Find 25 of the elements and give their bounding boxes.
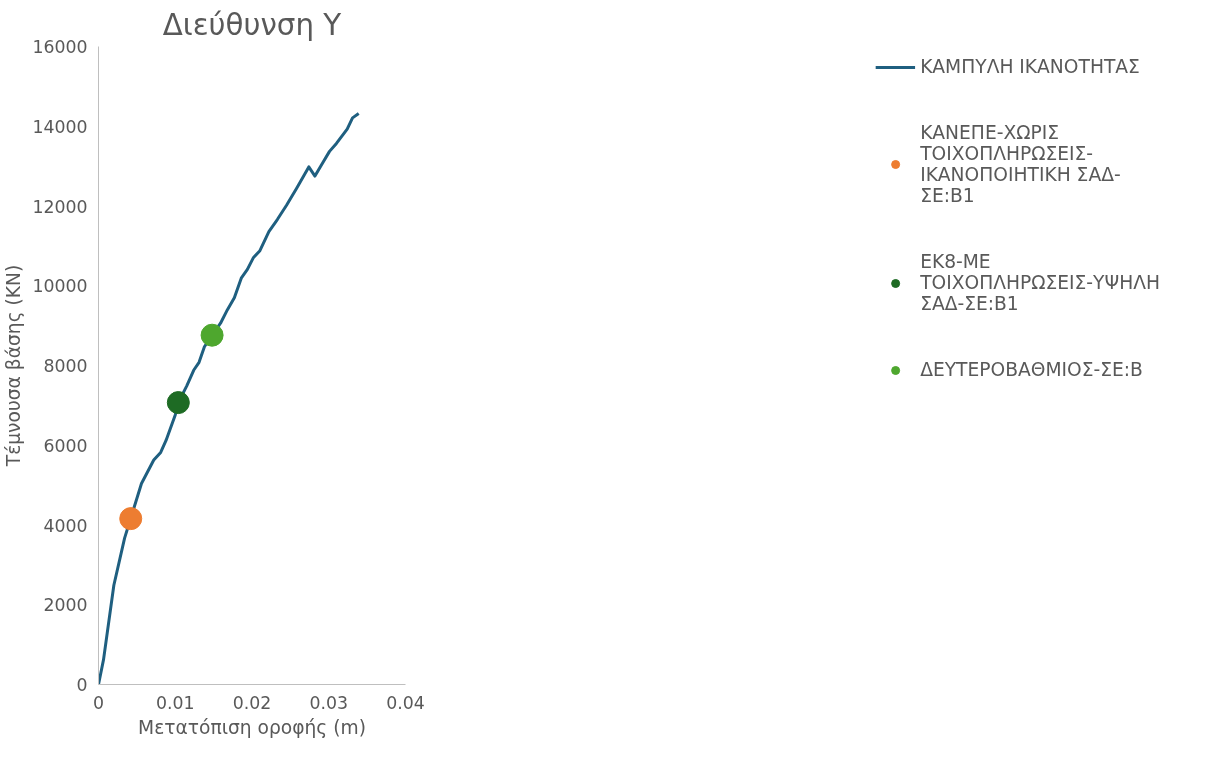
- point: [166, 391, 190, 415]
- x-tick-label: 0.01: [155, 692, 195, 713]
- x-tick-label: 0.03: [309, 692, 349, 713]
- y-tick-label: 8000: [43, 356, 88, 376]
- x-tick-label: 0.04: [386, 692, 425, 713]
- y-tick-label: 2000: [43, 595, 88, 616]
- legend-label: ΔΕΥΤΕΡΟΒΑΘΜΙΟΣ-ΣΕ:Β: [920, 359, 1143, 380]
- y-axis-title: Τέμνουσα βάσης (KN): [3, 264, 25, 468]
- chart-title: Διεύθυνση Y: [162, 7, 342, 42]
- point: [200, 323, 224, 347]
- y-tick-label: 6000: [43, 435, 88, 456]
- point: [119, 507, 143, 531]
- y-tick-label: 10000: [32, 276, 88, 297]
- y-tick-label: 16000: [32, 37, 88, 57]
- y-tick-label: 4000: [43, 515, 88, 536]
- y-tick-label: 12000: [32, 196, 88, 217]
- x-tick-label: 0.02: [232, 692, 272, 713]
- legend-label: ΕΚ8-ΜΕ ΤΟΙΧΟΠΛΗΡΩΣΕΙΣ-ΥΨΗΛΗ ΣΑΔ-ΣΕ:Β1: [920, 251, 1160, 314]
- x-tick-label: 0: [92, 692, 105, 713]
- line-series: [98, 111, 361, 685]
- y-tick-label: 14000: [32, 116, 88, 137]
- legend-label: ΚΑΜΠΥΛΗ ΙΚΑΝΟΤΗΤΑΣ: [920, 56, 1140, 77]
- x-axis-title: Μετατόπιση οροφής (m): [138, 716, 366, 738]
- legend-label: ΚΑΝΕΠΕ-ΧΩΡΙΣ ΤΟΙΧΟΠΛΗΡΩΣΕΙΣ-ΙΚΑΝΟΠΟΙΗΤΙΚΗ ΣΑΔ-ΣΕ:Β1: [920, 122, 1121, 206]
- y-tick-label: 0: [76, 675, 88, 695]
